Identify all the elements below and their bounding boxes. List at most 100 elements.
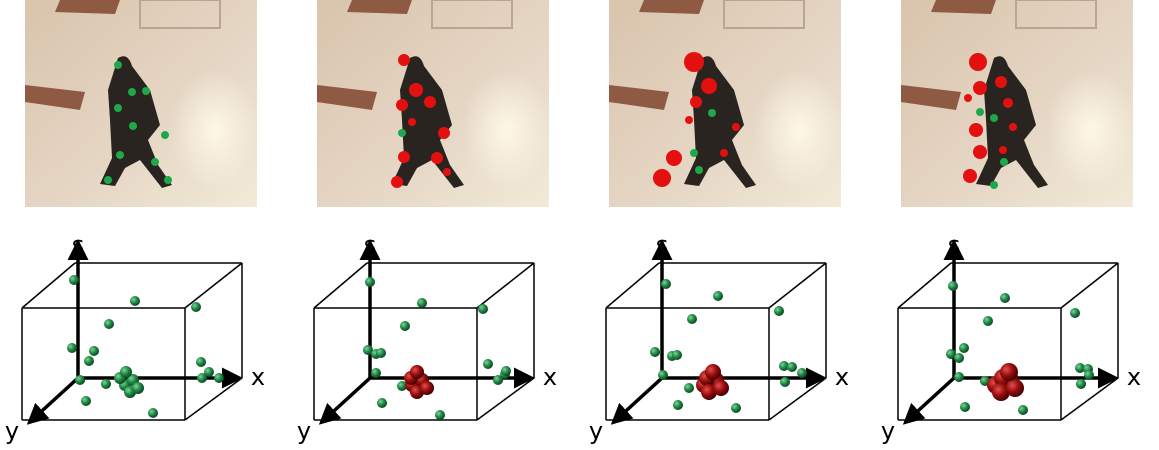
keypoint bbox=[114, 104, 122, 112]
cluster-point bbox=[410, 365, 424, 379]
feature-point bbox=[120, 366, 132, 378]
feature-point bbox=[104, 319, 114, 329]
keypoint bbox=[990, 181, 998, 189]
feature-point bbox=[81, 396, 91, 406]
cluster-point bbox=[705, 364, 721, 380]
axis-label: s bbox=[948, 231, 961, 259]
panel: s x y bbox=[297, 0, 557, 445]
floor-tile bbox=[55, 0, 120, 14]
panel: sxy bbox=[881, 0, 1141, 445]
cluster-point bbox=[1006, 379, 1024, 397]
axis-arrow bbox=[324, 378, 370, 420]
keypoint bbox=[973, 145, 987, 159]
keypoint bbox=[973, 81, 987, 95]
feature-point bbox=[417, 298, 427, 308]
axis-label: x bbox=[251, 363, 265, 391]
axis-label: s bbox=[656, 231, 669, 259]
feature-point bbox=[75, 375, 85, 385]
axis-arrow bbox=[908, 378, 954, 420]
keypoint bbox=[114, 61, 122, 69]
feature-point bbox=[650, 347, 660, 357]
keypoint bbox=[653, 169, 671, 187]
space-diagram: sxy bbox=[881, 231, 1141, 445]
keypoint bbox=[1000, 158, 1008, 166]
feature-point bbox=[89, 346, 99, 356]
feature-point bbox=[948, 281, 958, 291]
keypoint bbox=[732, 123, 740, 131]
box-edge bbox=[769, 263, 826, 308]
box-edge bbox=[314, 263, 367, 308]
keypoint bbox=[976, 108, 984, 116]
feature-point bbox=[501, 366, 511, 376]
feature-point bbox=[658, 370, 668, 380]
frame-photo bbox=[609, 0, 844, 207]
keypoint bbox=[1009, 123, 1017, 131]
axis-arrow bbox=[616, 378, 662, 420]
feature-point bbox=[1076, 379, 1086, 389]
feature-point bbox=[191, 302, 201, 312]
frame-photo bbox=[317, 0, 552, 207]
floor-tile bbox=[347, 0, 412, 14]
keypoint bbox=[720, 149, 728, 157]
feature-point bbox=[1084, 370, 1094, 380]
feature-point bbox=[780, 377, 790, 387]
keypoint bbox=[391, 176, 403, 188]
feature-point bbox=[483, 359, 493, 369]
axis-label: x bbox=[543, 363, 557, 391]
box-edge bbox=[22, 263, 75, 308]
frame-photo bbox=[25, 0, 260, 207]
frame-photo bbox=[901, 0, 1136, 207]
feature-point bbox=[148, 408, 158, 418]
keypoint bbox=[128, 88, 136, 96]
keypoint bbox=[104, 176, 112, 184]
keypoint bbox=[695, 166, 703, 174]
feature-point bbox=[101, 379, 111, 389]
axis-label: y bbox=[5, 417, 19, 445]
feature-point bbox=[713, 291, 723, 301]
keypoint bbox=[116, 151, 124, 159]
feature-point bbox=[69, 275, 79, 285]
box-edge bbox=[1061, 378, 1118, 420]
feature-point bbox=[371, 368, 381, 378]
keypoint bbox=[999, 146, 1007, 154]
feature-point bbox=[684, 383, 694, 393]
feature-point bbox=[67, 343, 77, 353]
keypoint bbox=[142, 87, 150, 95]
floor-tile bbox=[931, 0, 996, 14]
keypoint bbox=[129, 122, 137, 130]
keypoint bbox=[164, 176, 172, 184]
box-edge bbox=[185, 378, 242, 420]
feature-point bbox=[214, 373, 224, 383]
keypoint bbox=[684, 52, 704, 72]
light-glare bbox=[170, 70, 260, 190]
panel: sxy bbox=[589, 0, 849, 445]
axis-label: s bbox=[72, 231, 85, 259]
axis-label: s bbox=[364, 231, 377, 259]
feature-point bbox=[672, 350, 682, 360]
keypoint bbox=[990, 114, 998, 122]
keypoint bbox=[995, 76, 1007, 88]
keypoint bbox=[438, 127, 450, 139]
keypoint bbox=[151, 158, 159, 166]
box-edge bbox=[477, 378, 534, 420]
box-edge bbox=[606, 263, 659, 308]
figure: sxysxysxysxy bbox=[0, 0, 1159, 450]
axis-label: x bbox=[1127, 363, 1141, 391]
feature-point bbox=[1018, 405, 1028, 415]
keypoint bbox=[396, 99, 408, 111]
keypoint bbox=[409, 83, 423, 97]
feature-point bbox=[130, 296, 140, 306]
feature-point bbox=[983, 316, 993, 326]
box-edge bbox=[769, 378, 826, 420]
feature-point bbox=[377, 398, 387, 408]
axis-label: x bbox=[835, 363, 849, 391]
feature-point bbox=[687, 314, 697, 324]
space-diagram: sxy bbox=[589, 231, 849, 445]
keypoint bbox=[1003, 98, 1013, 108]
feature-point bbox=[84, 356, 94, 366]
feature-point bbox=[478, 304, 488, 314]
keypoint bbox=[690, 96, 702, 108]
feature-point bbox=[376, 348, 386, 358]
axis-label: y bbox=[297, 417, 311, 445]
keypoint bbox=[408, 118, 416, 126]
